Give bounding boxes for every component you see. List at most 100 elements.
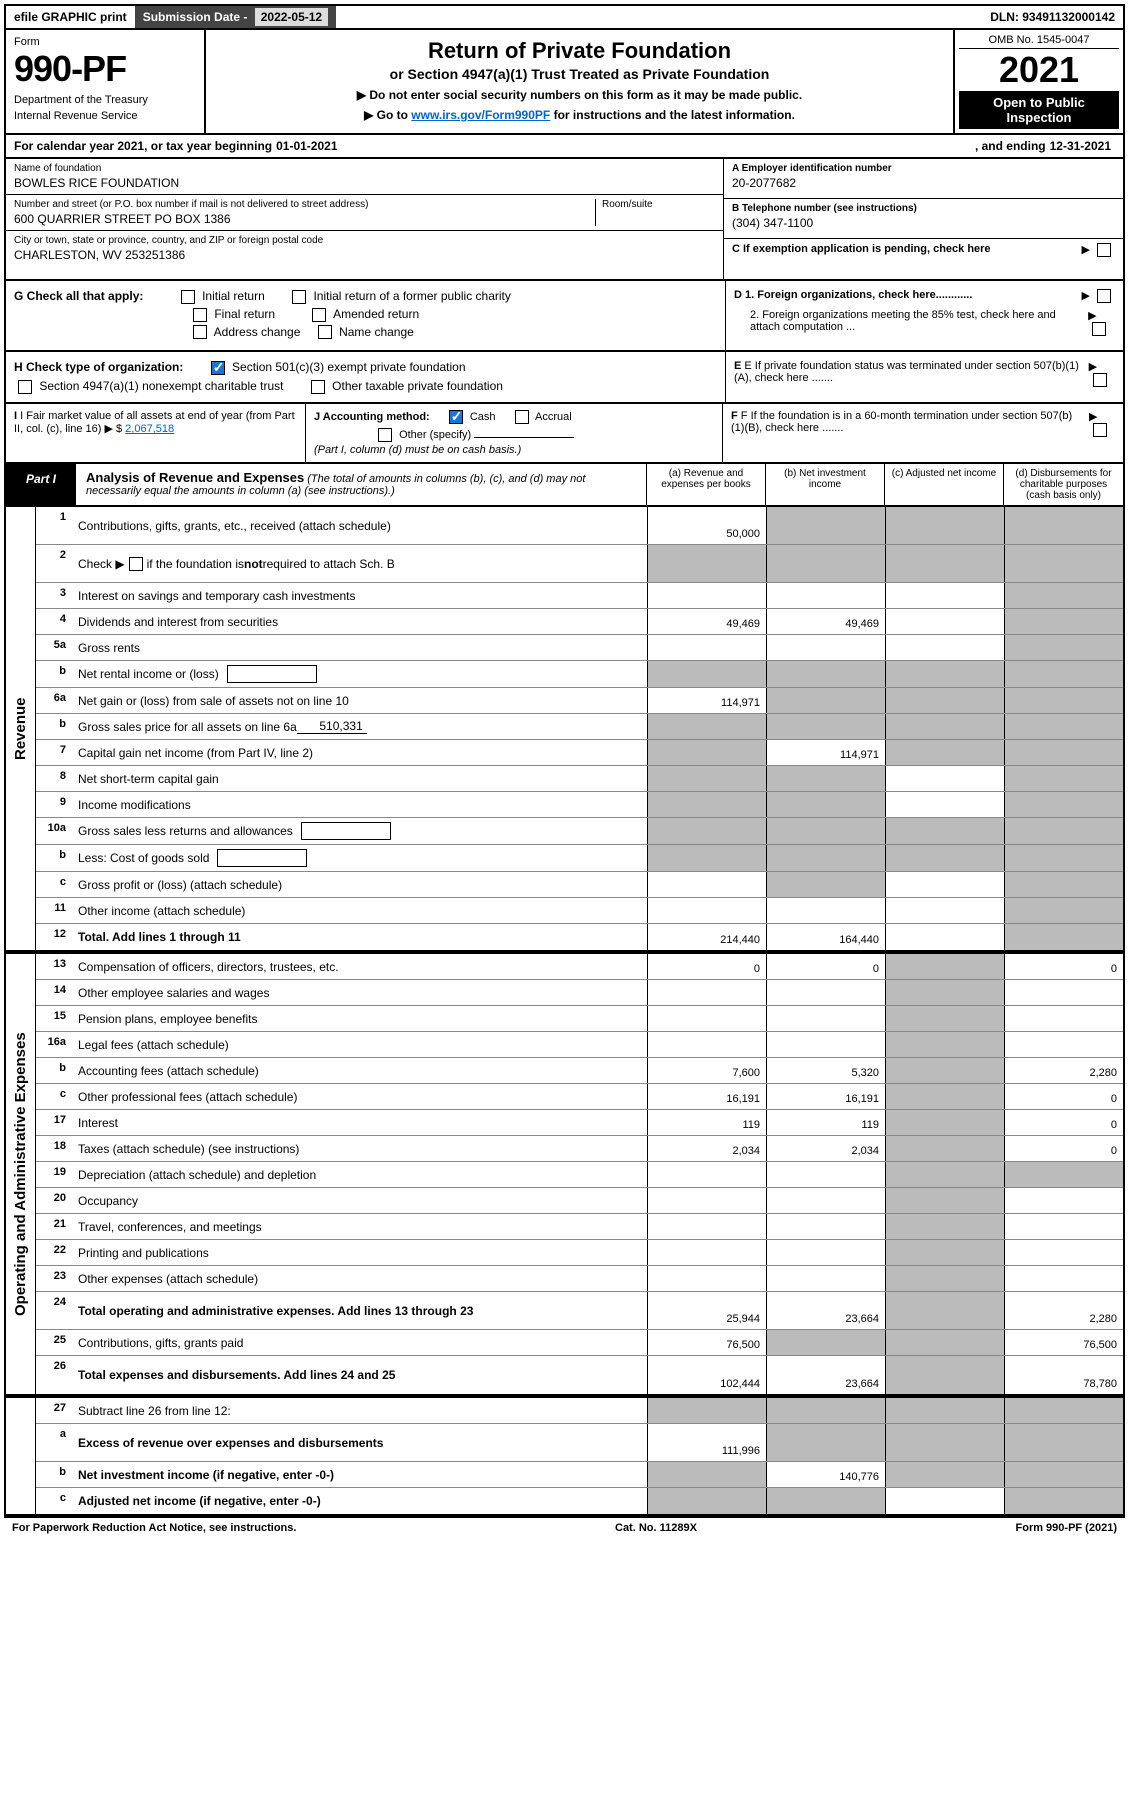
checkbox-final-return[interactable]: [193, 308, 207, 322]
d2-row: 2. Foreign organizations meeting the 85%…: [734, 309, 1115, 336]
form-link[interactable]: www.irs.gov/Form990PF: [411, 108, 550, 122]
checkbox-e[interactable]: [1093, 373, 1107, 387]
foundation-name-cell: Name of foundation BOWLES RICE FOUNDATIO…: [6, 159, 723, 195]
row-19: 19Depreciation (attach schedule) and dep…: [36, 1162, 1123, 1188]
form-header: Form 990-PF Department of the Treasury I…: [4, 30, 1125, 135]
checkbox-4947[interactable]: [18, 380, 32, 394]
dln: DLN: 93491132000142: [982, 6, 1123, 28]
row-1: 1Contributions, gifts, grants, etc., rec…: [36, 507, 1123, 545]
row-ijf: I I Fair market value of all assets at e…: [4, 404, 1125, 464]
checkbox-initial-return[interactable]: [181, 290, 195, 304]
revenue-side-label: Revenue: [6, 507, 36, 950]
check-row-h: H Check type of organization: Section 50…: [4, 352, 1125, 404]
row-27c: cAdjusted net income (if negative, enter…: [36, 1488, 1123, 1514]
row-24: 24Total operating and administrative exp…: [36, 1292, 1123, 1330]
open-public: Open to Public Inspection: [959, 91, 1119, 129]
city-cell: City or town, state or province, country…: [6, 231, 723, 266]
checkbox-d1[interactable]: [1097, 289, 1111, 303]
row-7: 7Capital gain net income (from Part IV, …: [36, 740, 1123, 766]
accounting-method-cell: J Accounting method: Cash Accrual Other …: [306, 404, 723, 462]
h-label: H Check type of organization: Section 50…: [14, 360, 717, 375]
row-16c: cOther professional fees (attach schedul…: [36, 1084, 1123, 1110]
row-21: 21Travel, conferences, and meetings: [36, 1214, 1123, 1240]
calendar-year-row: For calendar year 2021, or tax year begi…: [4, 135, 1125, 159]
row-18: 18Taxes (attach schedule) (see instructi…: [36, 1136, 1123, 1162]
col-a-hdr: (a) Revenue and expenses per books: [647, 464, 766, 505]
fmv-link[interactable]: 2,067,518: [125, 423, 174, 435]
checkbox-address-change[interactable]: [193, 325, 207, 339]
checkbox-initial-former[interactable]: [292, 290, 306, 304]
checkbox-cash[interactable]: [449, 410, 463, 424]
row-8: 8Net short-term capital gain: [36, 766, 1123, 792]
row-4: 4Dividends and interest from securities …: [36, 609, 1123, 635]
revenue-table: Revenue 1Contributions, gifts, grants, e…: [4, 507, 1125, 952]
fmv-cell: I I Fair market value of all assets at e…: [6, 404, 306, 462]
row-22: 22Printing and publications: [36, 1240, 1123, 1266]
row-3: 3Interest on savings and temporary cash …: [36, 583, 1123, 609]
row-15: 15Pension plans, employee benefits: [36, 1006, 1123, 1032]
form-number: 990-PF: [14, 48, 196, 90]
col-d-hdr: (d) Disbursements for charitable purpose…: [1004, 464, 1123, 505]
telephone-cell: B Telephone number (see instructions) (3…: [724, 199, 1123, 239]
row-11: 11Other income (attach schedule): [36, 898, 1123, 924]
footer-right: Form 990-PF (2021): [1016, 1522, 1117, 1534]
instr-1: ▶ Do not enter social security numbers o…: [214, 88, 945, 102]
col-c-hdr: (c) Adjusted net income: [885, 464, 1004, 505]
expenses-table: Operating and Administrative Expenses 13…: [4, 952, 1125, 1396]
row-10c: cGross profit or (loss) (attach schedule…: [36, 872, 1123, 898]
row-13: 13Compensation of officers, directors, t…: [36, 954, 1123, 980]
row-16b: bAccounting fees (attach schedule) 7,600…: [36, 1058, 1123, 1084]
checkbox-name-change[interactable]: [318, 325, 332, 339]
part1-label: Part I: [6, 464, 76, 505]
address-cell: Number and street (or P.O. box number if…: [6, 195, 723, 231]
submission-date-label: Submission Date - 2022-05-12: [135, 6, 336, 28]
exemption-pending-cell: C If exemption application is pending, c…: [724, 239, 1123, 279]
g-label: G Check all that apply: Initial return I…: [14, 289, 717, 304]
efile-label: efile GRAPHIC print: [6, 6, 135, 28]
d1-row: D 1. Foreign organizations, check here..…: [734, 289, 1115, 303]
row-12: 12Total. Add lines 1 through 11 214,4401…: [36, 924, 1123, 950]
checkbox-sch-b[interactable]: [129, 557, 143, 571]
row-10b: bLess: Cost of goods sold: [36, 845, 1123, 872]
line27-table: 27Subtract line 26 from line 12: aExcess…: [4, 1396, 1125, 1516]
row-2: 2 Check ▶ if the foundation is not requi…: [36, 545, 1123, 583]
footer-left: For Paperwork Reduction Act Notice, see …: [12, 1522, 296, 1534]
row-9: 9Income modifications: [36, 792, 1123, 818]
row-17: 17Interest 1191190: [36, 1110, 1123, 1136]
col-b-hdr: (b) Net investment income: [766, 464, 885, 505]
checkbox-other-taxable[interactable]: [311, 380, 325, 394]
dept-treasury: Department of the Treasury: [14, 94, 196, 106]
form-label: Form: [14, 36, 196, 48]
row-6b: bGross sales price for all assets on lin…: [36, 714, 1123, 740]
f-cell: F F If the foundation is in a 60-month t…: [723, 404, 1123, 462]
row-27b: bNet investment income (if negative, ent…: [36, 1462, 1123, 1488]
omb-number: OMB No. 1545-0047: [959, 34, 1119, 49]
header-mid: Return of Private Foundation or Section …: [206, 30, 953, 133]
row-16a: 16aLegal fees (attach schedule): [36, 1032, 1123, 1058]
header-left: Form 990-PF Department of the Treasury I…: [6, 30, 206, 133]
part1-header: Part I Analysis of Revenue and Expenses …: [4, 464, 1125, 507]
part1-desc: Analysis of Revenue and Expenses (The to…: [76, 464, 647, 505]
checkbox-501c3[interactable]: [211, 361, 225, 375]
row-26: 26Total expenses and disbursements. Add …: [36, 1356, 1123, 1394]
row-5a: 5aGross rents: [36, 635, 1123, 661]
row-6a: 6aNet gain or (loss) from sale of assets…: [36, 688, 1123, 714]
row-27: 27Subtract line 26 from line 12:: [36, 1398, 1123, 1424]
header-right: OMB No. 1545-0047 2021 Open to Public In…: [953, 30, 1123, 133]
checkbox-d2[interactable]: [1092, 322, 1106, 336]
top-bar: efile GRAPHIC print Submission Date - 20…: [4, 4, 1125, 30]
instr-2: ▶ Go to www.irs.gov/Form990PF for instru…: [214, 108, 945, 122]
ein-cell: A Employer identification number 20-2077…: [724, 159, 1123, 199]
page-footer: For Paperwork Reduction Act Notice, see …: [4, 1516, 1125, 1538]
row-25: 25Contributions, gifts, grants paid 76,5…: [36, 1330, 1123, 1356]
info-grid: Name of foundation BOWLES RICE FOUNDATIO…: [4, 159, 1125, 281]
row-5b: bNet rental income or (loss): [36, 661, 1123, 688]
checkbox-amended[interactable]: [312, 308, 326, 322]
row-14: 14Other employee salaries and wages: [36, 980, 1123, 1006]
e-row: E E If private foundation status was ter…: [734, 360, 1115, 387]
checkbox-f[interactable]: [1093, 423, 1107, 437]
checkbox-c[interactable]: [1097, 243, 1111, 257]
checkbox-accrual[interactable]: [515, 410, 529, 424]
tax-year: 2021: [959, 49, 1119, 91]
checkbox-other-method[interactable]: [378, 428, 392, 442]
